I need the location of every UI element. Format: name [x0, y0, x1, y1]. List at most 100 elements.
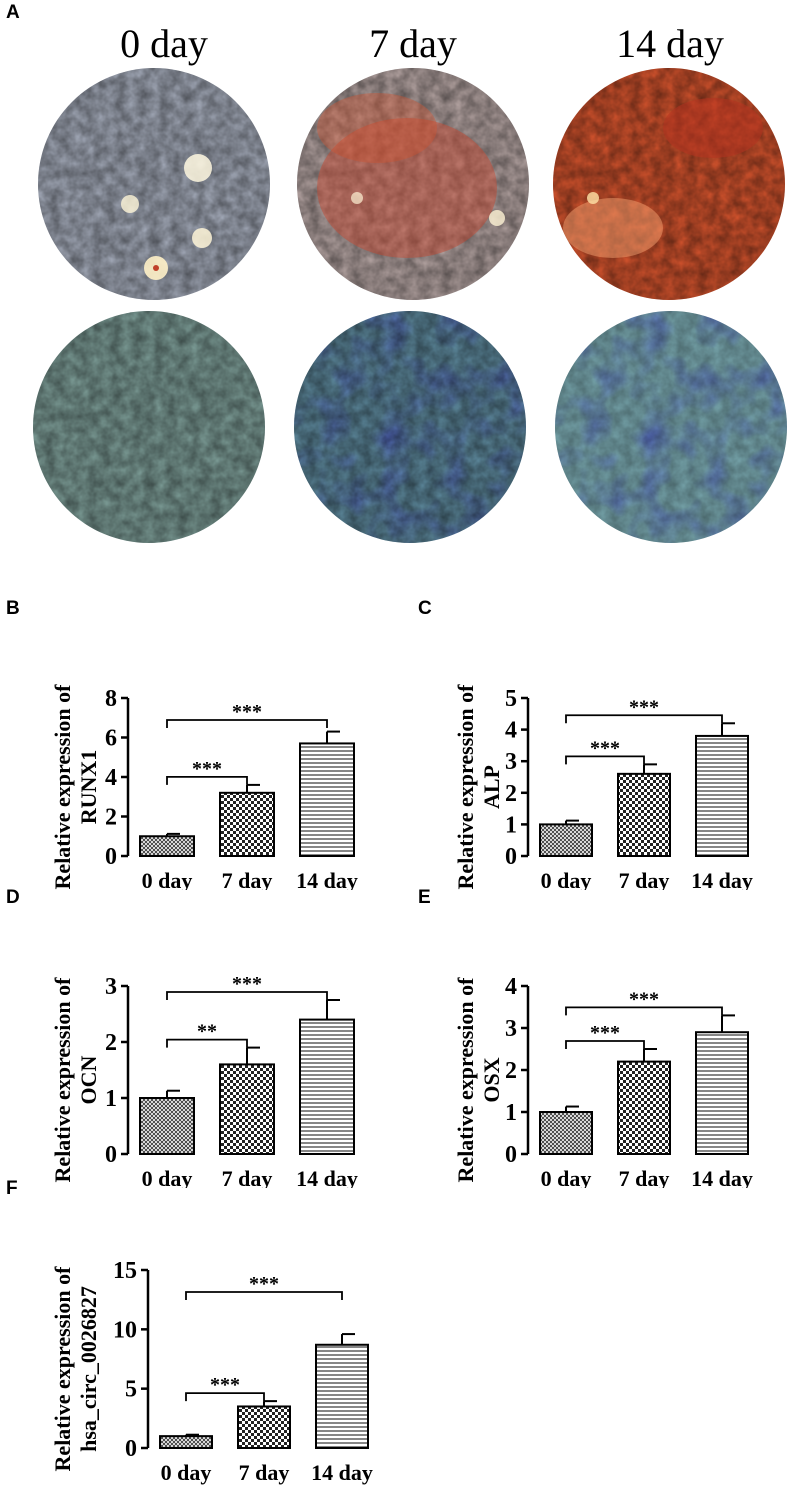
x-tick-label: 7 day — [222, 1166, 273, 1188]
y-axis-label-line1: Relative expression of — [50, 1266, 75, 1472]
micrograph-0-day-alizarin — [38, 68, 270, 300]
bar-14-day — [695, 1031, 749, 1155]
micrograph-0-day-alp — [33, 311, 265, 543]
significance-label: *** — [590, 1022, 620, 1044]
chart-osx: Relative expression of OSX 0 1 2 3 4 0 day 7 day… — [455, 974, 753, 1188]
significance-label: ** — [197, 1021, 217, 1043]
significance-bracket — [565, 755, 645, 765]
y-axis-label-line1: Relative expression of — [455, 684, 478, 890]
y-tick-label: 1 — [105, 1086, 117, 1112]
y-tick-label: 3 — [505, 1016, 517, 1042]
panel-letter-d: D — [6, 887, 20, 908]
y-tick-label: 1 — [505, 812, 517, 838]
y-tick-label: 5 — [505, 686, 517, 712]
y-tick-label: 4 — [105, 765, 117, 791]
x-tick-label: 0 day — [541, 868, 592, 890]
y-tick-label: 0 — [105, 1142, 117, 1168]
bar-14-day — [695, 734, 749, 857]
y-tick-label: 15 — [113, 1258, 137, 1284]
bar-7-day — [617, 772, 671, 857]
bar-14-day — [299, 1018, 355, 1155]
y-axis-label-line1: Relative expression of — [455, 977, 478, 1183]
bar-0-day — [539, 1111, 593, 1155]
significance-bracket — [185, 1291, 343, 1300]
significance-bracket — [166, 776, 248, 785]
y-tick-label: 8 — [105, 686, 117, 712]
significance-label: *** — [210, 1374, 240, 1396]
x-tick-label: 14 day — [691, 868, 753, 890]
significance-label: *** — [629, 988, 659, 1010]
panel-letter-e: E — [418, 887, 431, 908]
bar-7-day — [219, 791, 275, 858]
significance-bracket — [166, 1038, 248, 1048]
y-axis-label-line2: OSX — [479, 1057, 504, 1102]
micrograph-7-day-alizarin — [297, 68, 529, 300]
y-tick-label: 2 — [105, 805, 117, 831]
bar-0-day — [139, 835, 195, 857]
y-tick-label: 3 — [505, 749, 517, 775]
x-tick-label: 7 day — [239, 1460, 290, 1485]
bar-7-day — [617, 1060, 671, 1156]
x-tick-label: 7 day — [619, 1166, 670, 1188]
y-axis-label-line2: ALP — [479, 765, 504, 809]
y-axis-label-line2: OCN — [76, 1055, 101, 1104]
significance-bracket — [565, 714, 723, 724]
micrograph-14-day-alp — [555, 311, 787, 543]
panel-letter-a: A — [6, 2, 20, 23]
x-tick-label: 0 day — [142, 1166, 193, 1188]
x-tick-label: 7 day — [222, 868, 273, 890]
x-tick-label: 14 day — [691, 1166, 753, 1188]
y-tick-label: 0 — [505, 1142, 517, 1168]
day-title-14: 14 day — [616, 21, 724, 66]
y-axis-label-line2: RUNX1 — [76, 750, 101, 825]
x-tick-label: 14 day — [311, 1460, 373, 1485]
significance-label: *** — [232, 701, 262, 723]
x-tick-label: 14 day — [296, 1166, 358, 1188]
panel-letter-c: C — [418, 598, 432, 619]
significance-bracket — [166, 991, 328, 1000]
y-tick-label: 2 — [505, 781, 517, 807]
x-tick-label: 0 day — [142, 868, 193, 890]
significance-label: *** — [590, 737, 620, 759]
significance-bracket — [565, 1040, 645, 1049]
y-tick-label: 10 — [113, 1317, 137, 1343]
panel-letter-f: F — [6, 1178, 18, 1199]
panel-letter-b: B — [6, 598, 20, 619]
bar-14-day — [315, 1343, 369, 1449]
y-tick-label: 3 — [105, 974, 117, 1000]
significance-bracket — [185, 1392, 265, 1402]
significance-bracket — [565, 1006, 723, 1016]
y-tick-label: 6 — [105, 726, 117, 752]
significance-label: *** — [629, 696, 659, 718]
y-tick-label: 5 — [125, 1377, 137, 1403]
x-tick-label: 0 day — [541, 1166, 592, 1188]
significance-label: *** — [192, 758, 222, 780]
bar-0-day — [539, 823, 593, 857]
x-tick-label: 14 day — [296, 868, 358, 890]
significance-label: *** — [232, 973, 262, 995]
day-title-7: 7 day — [369, 21, 457, 66]
y-axis-label-line2: hsa_circ_0026827 — [76, 1286, 101, 1452]
x-tick-label: 7 day — [619, 868, 670, 890]
day-title-0: 0 day — [120, 21, 208, 66]
bar-0-day — [139, 1097, 195, 1155]
y-tick-label: 2 — [105, 1030, 117, 1056]
bar-14-day — [299, 742, 355, 857]
bar-7-day — [219, 1063, 275, 1155]
bar-0-day — [159, 1435, 213, 1449]
y-tick-label: 0 — [125, 1436, 137, 1462]
y-tick-label: 4 — [505, 718, 517, 744]
y-tick-label: 0 — [105, 844, 117, 870]
chart-hsa-circ: Relative expression of hsa_circ_0026827 0 5… — [50, 1258, 373, 1485]
bar-7-day — [237, 1405, 291, 1449]
significance-bracket — [166, 719, 328, 728]
y-axis-label-line1: Relative expression of — [50, 684, 75, 890]
y-tick-label: 0 — [505, 844, 517, 870]
x-tick-label: 0 day — [161, 1460, 212, 1485]
y-tick-label: 4 — [505, 974, 517, 1000]
y-tick-label: 2 — [505, 1058, 517, 1084]
y-axis-label-line1: Relative expression of — [50, 977, 75, 1183]
chart-alp: Relative expression of ALP 0 1 2 3 4 5 0 day 7 da… — [455, 684, 753, 890]
micrograph-14-day-alizarin — [553, 68, 785, 300]
